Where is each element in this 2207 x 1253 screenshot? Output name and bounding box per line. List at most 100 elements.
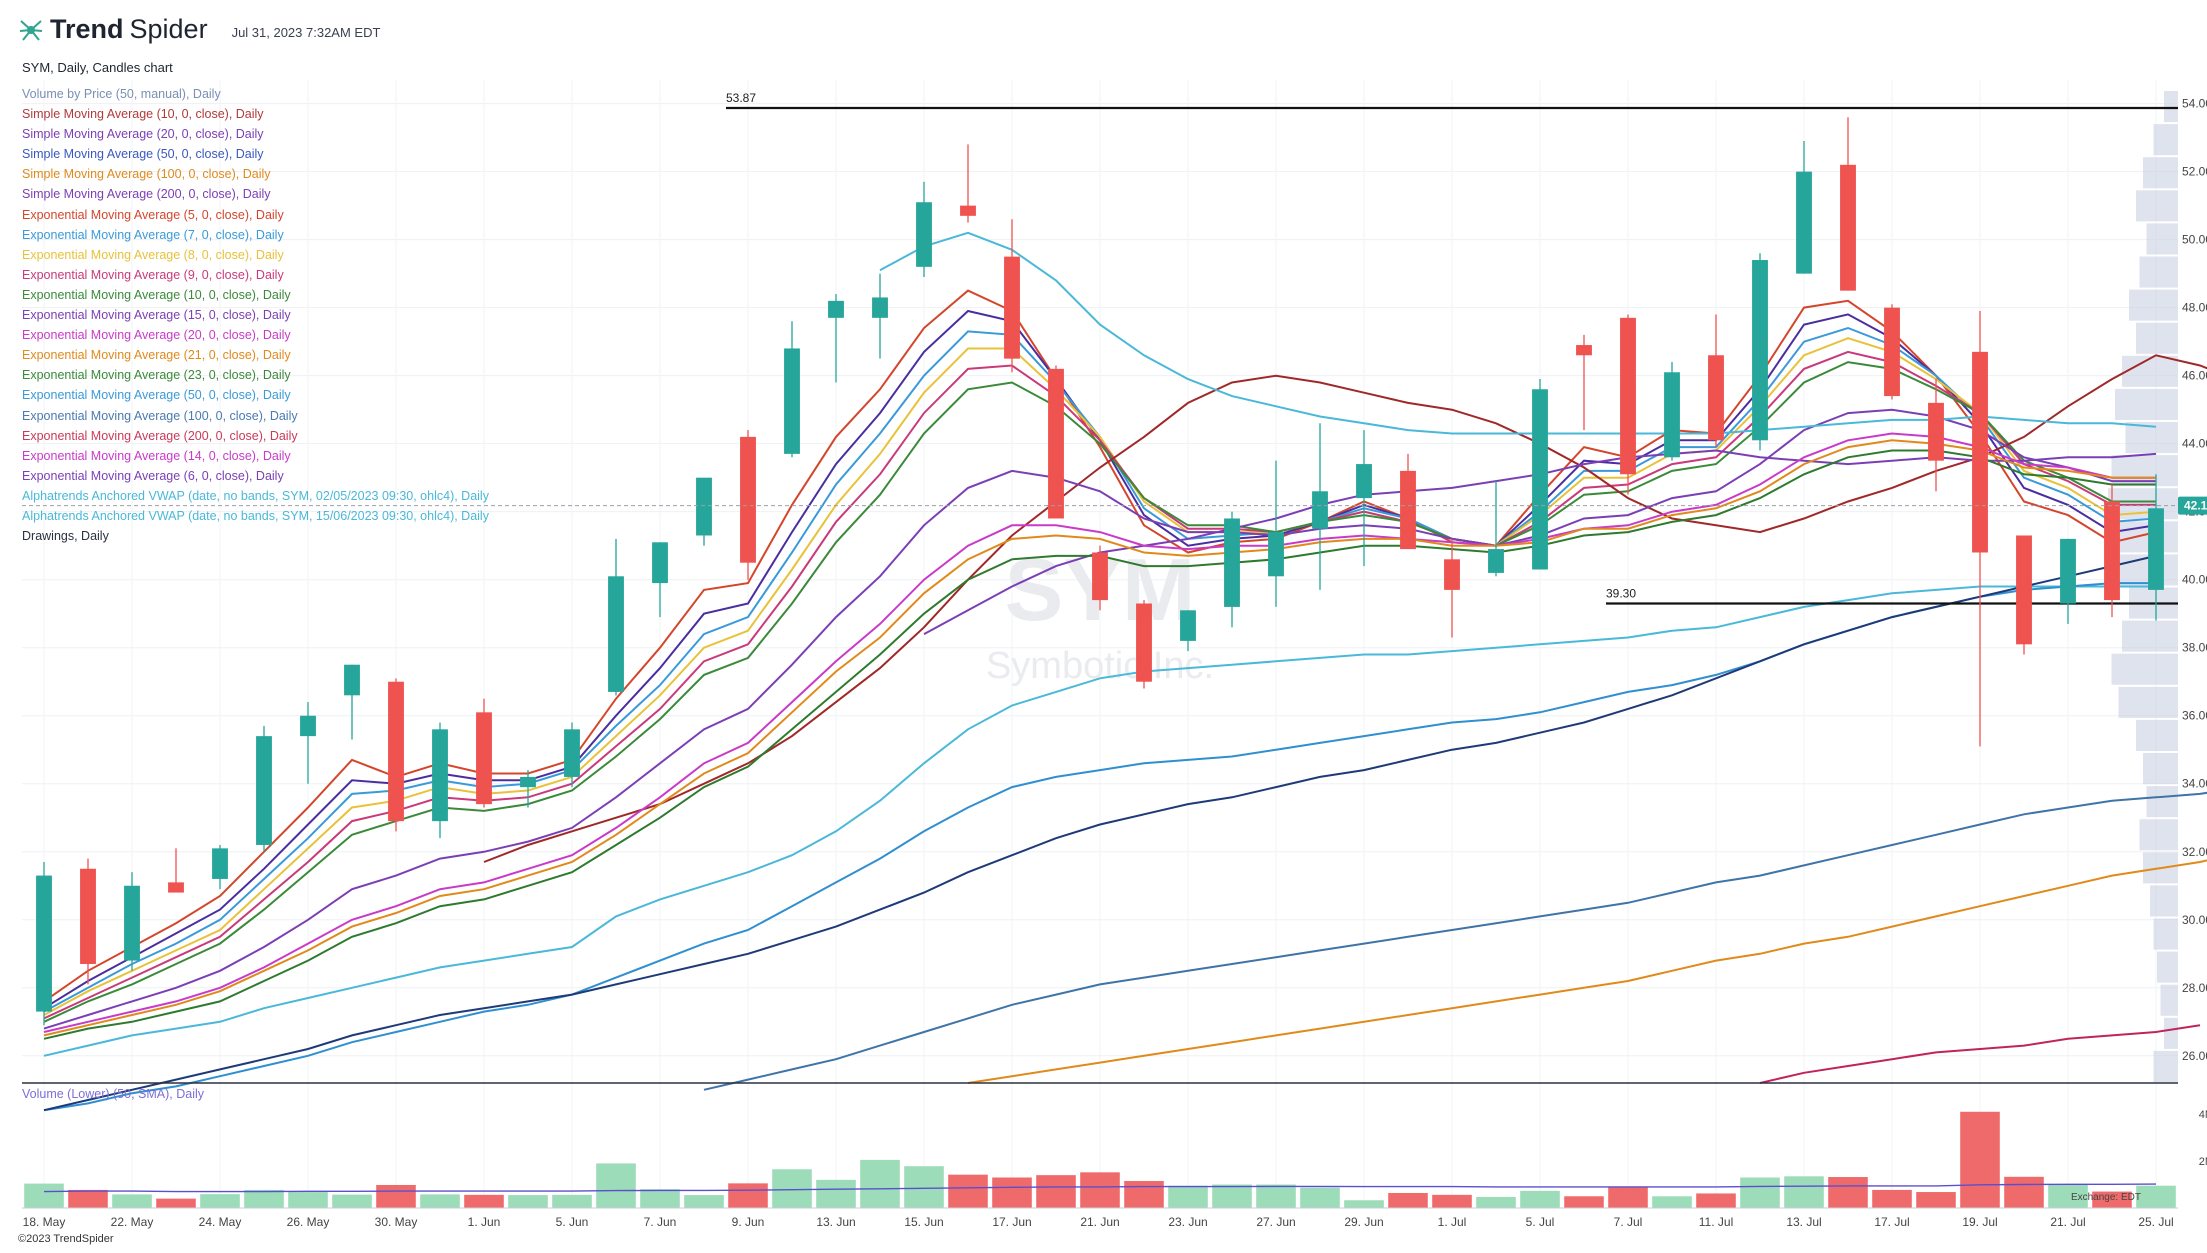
- legend-entry[interactable]: Exponential Moving Average (21, 0, close…: [22, 348, 291, 363]
- candle-body: [828, 300, 844, 318]
- candle-body: [2104, 501, 2120, 601]
- volume-profile-bar: [2136, 719, 2178, 751]
- volume-bar: [552, 1194, 592, 1208]
- legend-entry[interactable]: Exponential Moving Average (8, 0, close)…: [22, 247, 284, 262]
- volume-bar: [156, 1198, 196, 1208]
- x-tick-label: 22. May: [111, 1215, 154, 1229]
- y-tick-label: 30.00: [2182, 913, 2207, 927]
- volume-profile-bar: [2150, 885, 2178, 917]
- volume-bar: [1168, 1185, 1208, 1208]
- volume-bar: [1344, 1200, 1384, 1208]
- candle-body: [1400, 470, 1416, 550]
- legend-entry[interactable]: Volume by Price (50, manual), Daily: [22, 87, 221, 101]
- legend-entry[interactable]: Exponential Moving Average (100, 0, clos…: [22, 408, 298, 423]
- volume-bar: [948, 1174, 988, 1208]
- volume-bar: [464, 1194, 504, 1208]
- x-tick-label: 7. Jun: [644, 1215, 677, 1229]
- indicator-legend: Volume by Price (50, manual), Daily Simpl…: [22, 84, 489, 546]
- volume-profile-bar: [2136, 190, 2178, 222]
- y-tick-label: 36.00: [2182, 709, 2207, 723]
- brand-logo[interactable]: Trend Spider: [18, 14, 208, 45]
- volume-bar: [1432, 1194, 1472, 1208]
- candle-body: [608, 576, 624, 692]
- volume-bar: [2136, 1185, 2176, 1208]
- legend-entry[interactable]: Simple Moving Average (10, 0, close), Da…: [22, 107, 264, 122]
- legend-entry[interactable]: Alphatrends Anchored VWAP (date, no band…: [22, 488, 489, 503]
- legend-entry[interactable]: Exponential Moving Average (10, 0, close…: [22, 287, 291, 302]
- legend-entry[interactable]: Exponential Moving Average (5, 0, close)…: [22, 207, 284, 222]
- candle-body: [1004, 256, 1020, 359]
- candle-body: [1840, 164, 1856, 291]
- legend-entry[interactable]: Exponential Moving Average (6, 0, close)…: [22, 468, 284, 483]
- volume-bar: [1872, 1189, 1912, 1208]
- candle-body: [696, 477, 712, 536]
- overlay-line: [43, 554, 2157, 1112]
- volume-profile-bar: [2122, 355, 2178, 387]
- legend-entry[interactable]: Exponential Moving Average (50, 0, close…: [22, 388, 291, 403]
- watermark-name: Symbotic Inc.: [986, 645, 1214, 687]
- overlay-line: [43, 439, 2156, 1037]
- volume-profile-bar: [2153, 124, 2178, 156]
- level-label: 39.30: [1606, 587, 1636, 601]
- candle-body: [1136, 603, 1152, 682]
- volume-bar: [1300, 1187, 1340, 1208]
- candle-body: [80, 868, 96, 964]
- last-price-label: 42.18: [2184, 499, 2207, 513]
- x-tick-label: 13. Jun: [816, 1215, 855, 1229]
- candle-body: [432, 729, 448, 822]
- volume-bar: [1124, 1181, 1164, 1208]
- x-tick-label: 5. Jun: [556, 1215, 589, 1229]
- legend-entry[interactable]: Exponential Moving Average (9, 0, close)…: [22, 267, 284, 282]
- candle-body: [564, 729, 580, 777]
- volume-panel-label: Volume (Lower) (50, SMA), Daily: [22, 1087, 205, 1101]
- candle-body: [2060, 538, 2076, 604]
- volume-profile-bar: [2164, 91, 2178, 123]
- y-tick-label: 26.00: [2182, 1049, 2207, 1063]
- volume-profile-bar: [2143, 157, 2178, 189]
- volume-bar: [24, 1183, 64, 1208]
- volume-bar: [772, 1169, 812, 1208]
- legend-entry[interactable]: Drawings, Daily: [22, 529, 109, 544]
- volume-profile-bar: [2139, 256, 2178, 288]
- candle-body: [388, 681, 404, 822]
- candle-body: [2148, 508, 2164, 590]
- header: Trend Spider Jul 31, 2023 7:32AM EDT: [18, 14, 380, 45]
- volume-bar: [1212, 1184, 1252, 1208]
- x-tick-label: 30. May: [375, 1215, 418, 1229]
- x-tick-label: 18. May: [23, 1215, 66, 1229]
- x-tick-label: 23. Jun: [1168, 1215, 1207, 1229]
- legend-entry[interactable]: Alphatrends Anchored VWAP (date, no band…: [22, 508, 489, 523]
- legend-entry[interactable]: Simple Moving Average (50, 0, close), Da…: [22, 147, 264, 162]
- legend-entry[interactable]: Exponential Moving Average (23, 0, close…: [22, 368, 291, 383]
- chart-title: SYM, Daily, Candles chart: [22, 60, 173, 75]
- legend-entry[interactable]: Exponential Moving Average (15, 0, close…: [22, 308, 291, 323]
- y-tick-label: 34.00: [2182, 777, 2207, 791]
- legend-entry[interactable]: Exponential Moving Average (14, 0, close…: [22, 448, 291, 463]
- y-tick-label: 46.00: [2182, 369, 2207, 383]
- volume-bar: [992, 1177, 1032, 1208]
- x-tick-label: 15. Jun: [904, 1215, 943, 1229]
- volume-bar: [1652, 1196, 1692, 1208]
- volume-bar: [728, 1183, 768, 1208]
- volume-bar: [640, 1189, 680, 1208]
- y-tick-label: 48.00: [2182, 301, 2207, 315]
- candle-body: [476, 712, 492, 805]
- candle-body: [1664, 372, 1680, 458]
- legend-entry[interactable]: Exponential Moving Average (20, 0, close…: [22, 328, 291, 343]
- candle-body: [1928, 402, 1944, 461]
- y-tick-label: 38.00: [2182, 641, 2207, 655]
- volume-bar: [420, 1194, 460, 1208]
- volume-bar: [244, 1189, 284, 1208]
- legend-entry[interactable]: Simple Moving Average (20, 0, close), Da…: [22, 127, 264, 142]
- legend-entry[interactable]: Simple Moving Average (100, 0, close), D…: [22, 167, 271, 182]
- legend-entry[interactable]: Simple Moving Average (200, 0, close), D…: [22, 187, 271, 202]
- legend-entry[interactable]: Exponential Moving Average (200, 0, clos…: [22, 428, 298, 443]
- volume-bar: [1080, 1172, 1120, 1208]
- candle-body: [212, 848, 228, 879]
- volume-bar: [68, 1189, 108, 1208]
- legend-entry[interactable]: Exponential Moving Average (7, 0, close)…: [22, 227, 284, 242]
- volume-bar: [2004, 1176, 2044, 1208]
- copyright: ©2023 TrendSpider: [18, 1233, 114, 1245]
- candle-body: [960, 205, 976, 216]
- candle-body: [652, 542, 668, 584]
